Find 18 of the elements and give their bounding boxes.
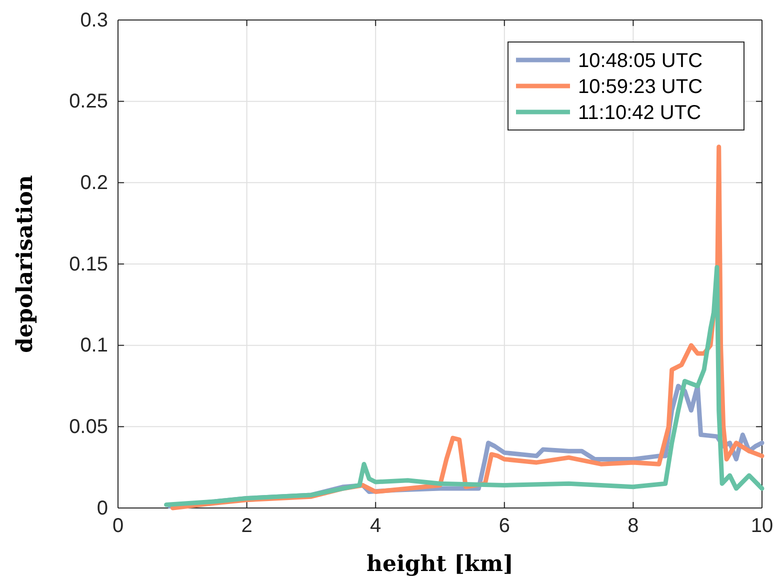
x-tick-label: 4 <box>370 515 382 538</box>
legend-label: 10:48:05 UTC <box>578 50 703 72</box>
x-tick-label: 10 <box>750 515 774 538</box>
y-tick-label: 0.05 <box>69 416 108 438</box>
y-axis-title: depolarisation <box>12 175 38 353</box>
legend-label: 11:10:42 UTC <box>578 102 702 124</box>
y-tick-label: 0.15 <box>69 253 108 276</box>
x-tick-label: 6 <box>498 515 510 538</box>
x-tick-label: 0 <box>112 515 124 538</box>
y-tick-label: 0.2 <box>80 172 108 194</box>
y-tick-label: 0.25 <box>69 90 108 113</box>
legend-label: 10:59:23 UTC <box>578 76 703 98</box>
x-axis-title: height [km] <box>366 551 514 577</box>
y-tick-label: 0.1 <box>80 334 108 357</box>
y-tick-label: 0.3 <box>80 9 108 32</box>
x-tick-label: 2 <box>241 515 252 538</box>
y-tick-label: 0 <box>96 497 108 520</box>
x-tick-label: 8 <box>628 515 639 538</box>
